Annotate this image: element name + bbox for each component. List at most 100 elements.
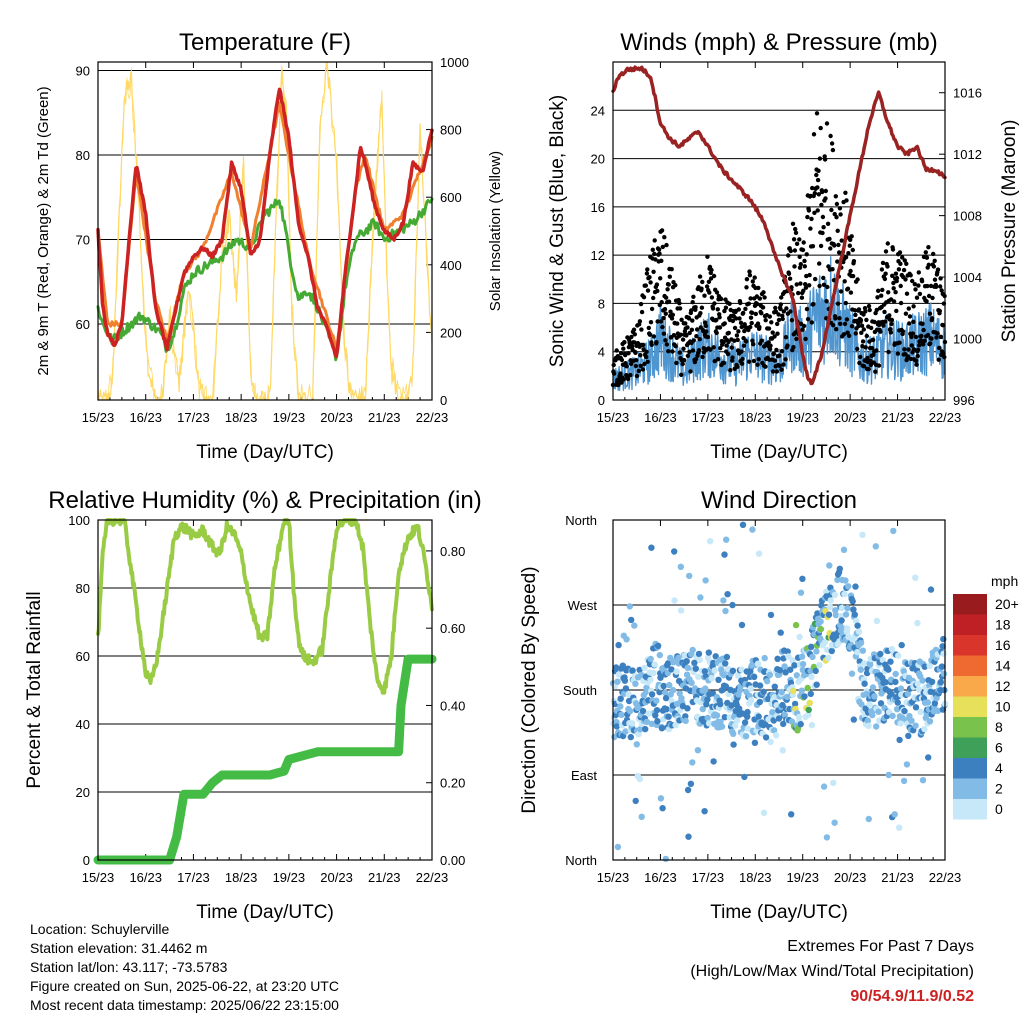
direction-point: [770, 727, 778, 734]
gust-point: [898, 261, 903, 266]
gust-point: [942, 354, 947, 360]
direction-point: [669, 686, 677, 694]
gust-point: [645, 288, 651, 293]
direction-point: [812, 667, 819, 675]
gust-point: [813, 276, 818, 282]
gust-point: [653, 257, 658, 262]
gust-point: [639, 327, 644, 332]
gust-point: [757, 296, 762, 301]
direction-point: [817, 625, 825, 633]
direction-point: [671, 548, 678, 555]
gust-point: [880, 287, 885, 293]
gust-point: [771, 351, 776, 356]
direction-point: [891, 811, 898, 818]
gust-point: [660, 324, 665, 330]
direction-point: [843, 625, 851, 632]
gust-point: [690, 318, 695, 323]
gust-point: [900, 329, 906, 334]
gust-point: [915, 353, 920, 359]
direction-point: [650, 669, 657, 677]
gust-point: [842, 279, 847, 284]
direction-point: [742, 733, 750, 740]
direction-point: [885, 666, 892, 673]
direction-point: [628, 616, 635, 624]
gust-point: [889, 317, 895, 323]
direction-point: [927, 586, 935, 593]
direction-point: [668, 666, 675, 673]
direction-point: [938, 663, 946, 670]
gust-point: [815, 208, 820, 213]
chart-1-xtick-label: 22/23: [929, 410, 962, 425]
gust-point: [785, 343, 790, 348]
direction-point: [844, 604, 851, 612]
direction-point: [699, 705, 706, 713]
gust-point: [805, 214, 810, 220]
gust-point: [667, 274, 672, 279]
gust-point: [829, 141, 835, 146]
gust-point: [656, 247, 662, 252]
direction-point: [825, 654, 832, 662]
gust-point: [801, 288, 806, 293]
gust-point: [820, 189, 825, 195]
rh-series: [96, 518, 434, 695]
chart-2-ytick-label: 0: [83, 853, 90, 868]
gust-point: [728, 368, 733, 373]
gust-point: [739, 324, 744, 330]
gust-point: [681, 346, 686, 351]
gust-point: [803, 285, 809, 290]
chart-3-ytick-label: North: [565, 853, 597, 868]
gust-point: [675, 321, 680, 326]
gust-point: [803, 336, 808, 342]
gust-point: [793, 226, 798, 232]
gust-point: [776, 312, 781, 317]
direction-point: [778, 688, 785, 696]
direction-point: [788, 811, 795, 818]
gust-point: [783, 357, 788, 362]
direction-point: [857, 666, 864, 673]
chart-1-xtick-label: 21/23: [881, 410, 914, 425]
gust-point: [671, 333, 677, 338]
gust-point: [739, 349, 744, 354]
gust-point: [917, 343, 922, 348]
gust-point: [923, 250, 928, 255]
gust-point: [704, 329, 709, 334]
gust-point: [666, 299, 672, 304]
gust-point: [669, 267, 674, 272]
direction-point: [622, 685, 630, 692]
gust-point: [751, 358, 757, 364]
legend-swatch: [953, 655, 987, 676]
gust-point: [935, 331, 940, 336]
direction-point: [648, 720, 655, 727]
direction-point: [854, 648, 861, 656]
gust-point: [690, 348, 696, 353]
chart-2-ytick-label: 60: [76, 649, 90, 664]
gust-point: [872, 319, 877, 325]
chart-3-xtick-label: 20/23: [834, 870, 867, 885]
legend-swatch: [953, 594, 987, 615]
gust-series: [610, 111, 948, 388]
gust-point: [855, 346, 860, 352]
chart-0-xtick-label: 19/23: [273, 410, 306, 425]
gust-point: [834, 327, 839, 332]
gust-point: [885, 241, 890, 246]
wind-series: [612, 256, 946, 392]
direction-point: [702, 577, 709, 584]
gust-point: [791, 237, 797, 242]
station-location: Location: Schuylerville: [30, 921, 170, 937]
gust-point: [821, 282, 827, 287]
direction-point: [724, 591, 731, 598]
gust-point: [642, 361, 647, 367]
gust-point: [737, 316, 742, 321]
gust-point: [819, 202, 824, 208]
chart-0-xtick-label: 22/23: [416, 410, 449, 425]
chart-0-xtick-label: 20/23: [320, 410, 353, 425]
direction-point: [873, 723, 880, 730]
gust-point: [858, 354, 863, 360]
gust-point: [841, 332, 847, 337]
direction-point: [895, 652, 902, 659]
legend-label: 14: [995, 658, 1011, 674]
gust-point: [895, 351, 900, 356]
gust-point: [691, 294, 696, 299]
direction-point: [654, 642, 662, 649]
direction-point: [896, 736, 903, 744]
